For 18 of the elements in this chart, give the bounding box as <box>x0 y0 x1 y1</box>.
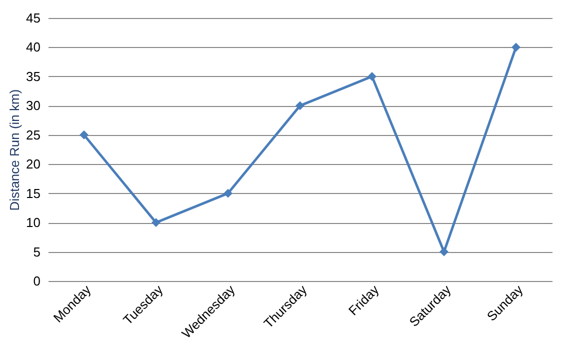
y-tick-label: 40 <box>26 40 40 55</box>
y-tick-label: 45 <box>26 10 40 26</box>
y-axis-title: Distance Run (in km) <box>7 89 22 211</box>
point <box>152 218 160 228</box>
point <box>224 188 232 198</box>
y-tick-label: 10 <box>26 215 40 230</box>
y-tick-label: 35 <box>26 68 40 84</box>
point <box>296 101 304 110</box>
point <box>512 42 520 52</box>
point <box>440 247 448 256</box>
point <box>368 72 376 81</box>
y-tick-label: 0 <box>33 274 40 288</box>
y-tick-label: 5 <box>33 244 40 260</box>
y-tick-label: 25 <box>26 127 40 142</box>
y-tick-label: 15 <box>26 186 40 201</box>
y-tick-label: 20 <box>26 156 40 172</box>
y-tick-label: 30 <box>26 98 40 114</box>
point <box>80 130 88 140</box>
